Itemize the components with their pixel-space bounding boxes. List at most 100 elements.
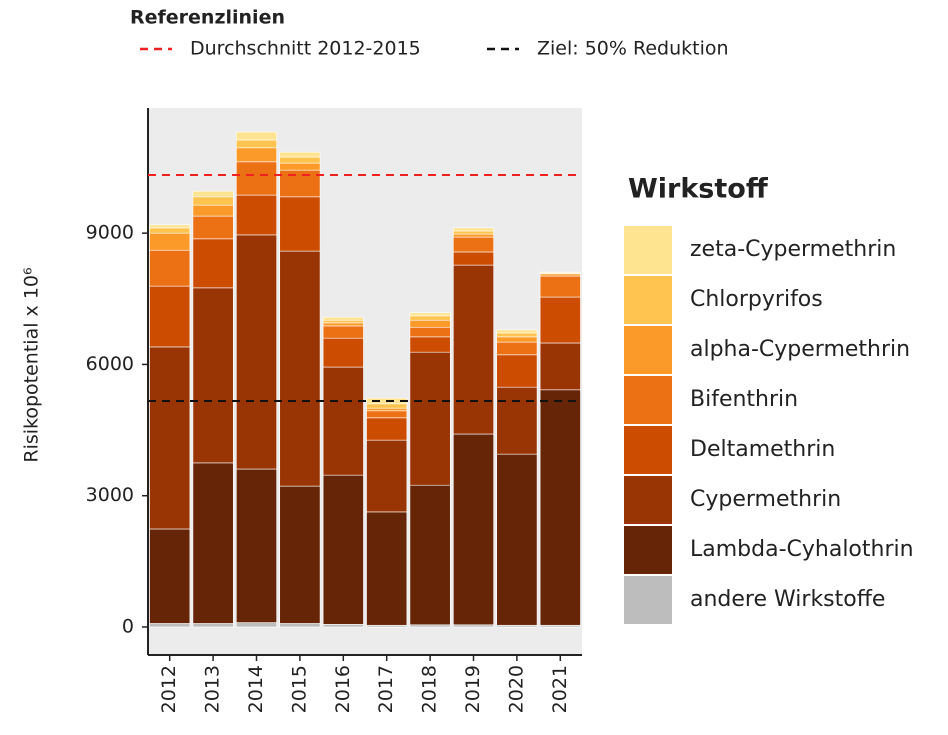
bar-segment <box>192 196 234 206</box>
bar-segment <box>192 623 234 628</box>
legend-key <box>624 576 672 624</box>
bar-segment <box>192 190 234 198</box>
bar-segment <box>149 227 191 234</box>
legend-label: Chlorpyrifos <box>690 287 823 312</box>
x-tick-label: 2012 <box>158 665 180 713</box>
bar-segment <box>236 147 277 163</box>
bar-segment <box>192 215 234 240</box>
bar-segment <box>236 194 277 236</box>
bar-segment <box>409 336 451 353</box>
bar-segment <box>453 624 494 628</box>
bar-segment <box>453 233 494 238</box>
bar-segment <box>453 227 494 232</box>
bar-segment <box>366 511 408 626</box>
bar-segment <box>496 329 538 334</box>
bar-segment <box>453 264 494 435</box>
y-tick-label: 9000 <box>86 222 134 244</box>
bar-segment <box>149 224 191 229</box>
bar-segment <box>409 624 451 628</box>
bar-segment <box>409 326 451 338</box>
bar-segment <box>539 389 581 626</box>
bar-segment <box>539 342 581 391</box>
bar-segment <box>496 336 538 343</box>
bar-segment <box>366 410 408 419</box>
x-tick-label: 2016 <box>332 665 354 713</box>
legend-title: Wirkstoff <box>628 174 769 205</box>
bar-segment <box>322 316 364 321</box>
bar-segment <box>149 528 191 624</box>
bar-segment <box>236 131 277 141</box>
bar-segment <box>149 346 191 530</box>
x-tick-label: 2015 <box>288 665 310 713</box>
bar-segment <box>322 366 364 476</box>
bar-segment <box>279 196 321 252</box>
x-tick-label: 2014 <box>245 665 267 713</box>
x-tick-label: 2021 <box>549 665 571 713</box>
bar-segment <box>453 236 494 253</box>
bar-segment <box>236 161 277 196</box>
bar-segment <box>149 249 191 287</box>
bar-segment <box>496 453 538 626</box>
bar-segment <box>409 319 451 328</box>
reference-legend-label: Durchschnitt 2012-2015 <box>190 38 421 60</box>
bar-segment <box>539 296 581 344</box>
bar-segment <box>322 624 364 628</box>
legend-key <box>624 526 672 574</box>
legend-label: alpha-Cypermethrin <box>690 337 910 362</box>
bar-segment <box>322 325 364 339</box>
legend-label: andere Wirkstoffe <box>690 587 885 612</box>
legend-key <box>624 426 672 474</box>
bar-segment <box>409 315 451 321</box>
bar-segment <box>279 485 321 624</box>
bar-segment <box>149 232 191 251</box>
bar-segment <box>192 238 234 289</box>
bar-segment <box>236 139 277 149</box>
bar-segment <box>279 156 321 164</box>
legend-label: Deltamethrin <box>690 437 835 462</box>
x-tick-label: 2017 <box>375 665 397 713</box>
bar-segment <box>192 462 234 624</box>
x-tick-label: 2018 <box>419 665 441 713</box>
bar-segment <box>192 287 234 464</box>
bar-segment <box>149 285 191 348</box>
bar-segment <box>279 623 321 628</box>
bar-segment <box>366 403 408 409</box>
bar-segment <box>539 273 581 277</box>
bar-segment <box>453 251 494 266</box>
bar-segment <box>279 169 321 198</box>
legend-label: zeta-Cypermethrin <box>690 237 896 262</box>
bar-segment <box>366 439 408 513</box>
x-tick-label: 2013 <box>202 665 224 713</box>
legend-label: Lambda-Cyhalothrin <box>690 537 914 562</box>
bar-segment <box>279 151 321 158</box>
bar-segment <box>322 322 364 327</box>
y-axis-label: Risikopotential x 10⁶ <box>21 267 43 462</box>
bar-segment <box>539 271 581 274</box>
bar-segment <box>322 337 364 368</box>
bar-segment <box>322 319 364 324</box>
x-tick-label: 2019 <box>462 665 484 713</box>
bar-segment <box>149 623 191 628</box>
bar-segment <box>322 474 364 625</box>
legend-key <box>624 476 672 524</box>
bar-segment <box>539 275 581 298</box>
bar-segment <box>496 341 538 356</box>
legend-key <box>624 226 672 274</box>
bar-segment <box>496 386 538 455</box>
legend-label: Cypermethrin <box>690 487 841 512</box>
x-tick-label: 2020 <box>505 665 527 713</box>
legend-label: Bifenthrin <box>690 387 798 412</box>
bar-segment <box>279 162 321 171</box>
bar-segment <box>279 250 321 487</box>
bar-segment <box>496 332 538 338</box>
bar-segment <box>453 433 494 626</box>
legend-key <box>624 326 672 374</box>
reference-legend-title: Referenzlinien <box>130 7 285 29</box>
y-tick-label: 0 <box>122 615 134 637</box>
y-tick-label: 6000 <box>86 353 134 375</box>
bar-segment <box>453 230 494 235</box>
bar-segment <box>409 351 451 486</box>
y-tick-label: 3000 <box>86 484 134 506</box>
bar-segment <box>496 354 538 388</box>
